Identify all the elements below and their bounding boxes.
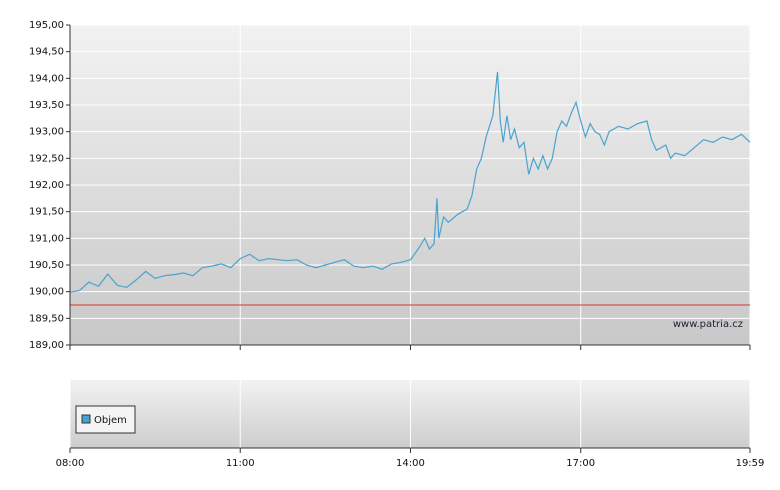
y-tick-label: 191,50	[29, 207, 64, 218]
watermark: www.patria.cz	[673, 319, 743, 330]
price-line	[69, 71, 751, 293]
legend-swatch	[81, 414, 91, 424]
y-tick-label: 194,50	[29, 47, 64, 58]
y-tick-label: 193,50	[29, 100, 64, 111]
x-tick-label: 17:00	[566, 458, 595, 469]
y-tick-label: 195,00	[29, 20, 64, 31]
y-tick-label: 193,00	[29, 127, 64, 138]
y-tick-label: 190,50	[29, 260, 64, 271]
y-tick-label: 190,00	[29, 287, 64, 298]
y-tick-label: 192,50	[29, 153, 64, 164]
y-tick-label: 189,00	[29, 340, 64, 351]
y-tick-label: 191,00	[29, 233, 64, 244]
legend-label: Objem	[94, 415, 127, 426]
y-tick-label: 192,00	[29, 180, 64, 191]
x-tick-label: 08:00	[56, 458, 85, 469]
x-tick-label: 19:59	[736, 458, 765, 469]
x-tick-label: 11:00	[226, 458, 255, 469]
x-tick-label: 14:00	[396, 458, 425, 469]
y-tick-label: 189,50	[29, 313, 64, 324]
y-tick-label: 194,00	[29, 73, 64, 84]
